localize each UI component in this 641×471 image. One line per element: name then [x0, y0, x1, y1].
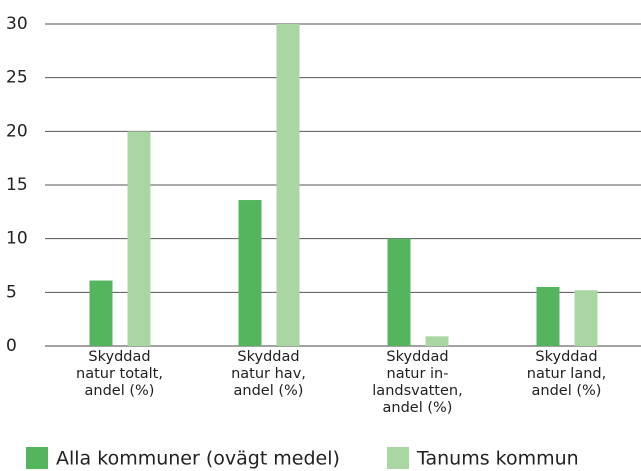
x-tick-label: Skyddad natur hav, andel (%)	[231, 349, 306, 399]
x-tick-label: Skyddad natur in- landsvatten, andel (%)	[372, 349, 463, 416]
legend-label: Alla kommuner (ovägt medel)	[56, 448, 340, 470]
y-tick-label: 15	[6, 175, 28, 195]
bar	[425, 336, 449, 346]
y-tick-label: 30	[6, 14, 28, 34]
y-tick-label: 5	[6, 282, 17, 302]
x-tick-label: Skyddad natur totalt, andel (%)	[76, 349, 163, 399]
bar	[387, 238, 411, 346]
bar	[574, 290, 598, 346]
legend-label: Tanums kommun	[416, 448, 579, 470]
bar	[127, 131, 151, 346]
bar	[89, 280, 113, 346]
bar	[276, 24, 300, 346]
legend-swatch	[387, 447, 409, 469]
bar	[536, 286, 560, 346]
y-tick-label: 10	[6, 229, 28, 249]
y-tick-label: 0	[6, 336, 17, 356]
y-tick-label: 20	[6, 121, 28, 141]
x-tick-label: Skyddad natur land, andel (%)	[526, 349, 607, 399]
legend-swatch	[26, 447, 48, 469]
bar	[238, 200, 262, 346]
y-tick-label: 25	[6, 68, 28, 88]
